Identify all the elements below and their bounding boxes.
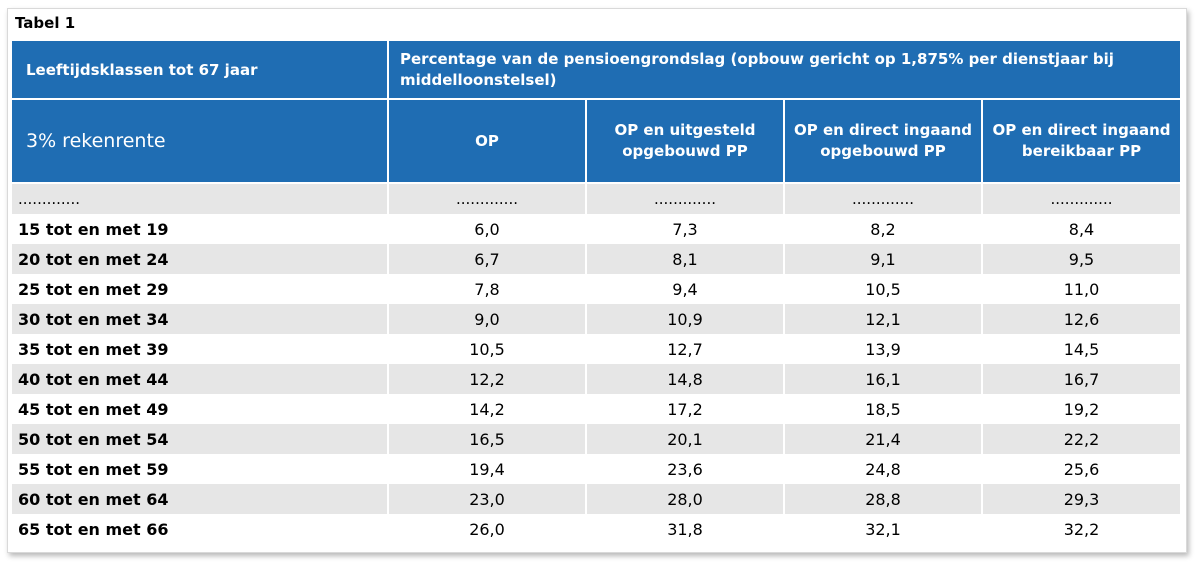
percentage-cell: 19,2 <box>1063 399 1100 419</box>
age-class-cell: 30 tot en met 34 <box>12 304 389 334</box>
percentage-cell: 6,7 <box>388 244 587 274</box>
ellipsis-cell: ............. <box>586 183 785 214</box>
age-class-cell: 65 tot en met 66 <box>12 514 389 544</box>
percentage-cell: 16,5 <box>388 424 587 454</box>
table-row: 20 tot en met 24 6,7 8,1 9,1 9,5 <box>12 244 1180 274</box>
percentage-cell: 32,2 <box>1063 519 1100 539</box>
age-class-cell: 45 tot en met 49 <box>12 394 389 424</box>
percentage-cell: 17,2 <box>586 394 785 424</box>
percentage-cell: 29,3 <box>982 484 1180 514</box>
percentage-cell: 13,9 <box>784 334 983 364</box>
age-class-cell: 55 tot en met 59 <box>12 454 389 484</box>
percentage-cell: 9,0 <box>388 304 587 334</box>
age-class-cell: 25 tot en met 29 <box>12 274 389 304</box>
table-row: 45 tot en met 49 14,2 17,2 18,5 19,2 <box>12 394 1180 424</box>
table-frame: Tabel 1 Leeftijdsklassen tot 67 jaar Per… <box>7 8 1187 553</box>
header-rekenrente: 3% rekenrente <box>12 99 389 184</box>
header-col-op-uitgesteld: OP en uitgesteld opgebouwd PP <box>585 99 785 184</box>
table-row: 55 tot en met 59 19,4 23,6 24,8 25,6 <box>12 454 1180 484</box>
percentage-cell: 23,6 <box>586 454 785 484</box>
percentage-cell: 16,1 <box>784 364 983 394</box>
percentage-cell: 8,1 <box>586 244 785 274</box>
pension-table: Leeftijdsklassen tot 67 jaar Percentage … <box>12 41 1180 544</box>
header-col-op-direct-bereikbaar: OP en direct ingaand bereikbaar PP <box>981 99 1180 184</box>
age-class-cell: 40 tot en met 44 <box>12 364 389 394</box>
percentage-cell: 10,5 <box>388 334 587 364</box>
percentage-cell: 10,9 <box>586 304 785 334</box>
percentage-cell: 8,2 <box>784 214 983 244</box>
percentage-cell: 26,0 <box>388 514 587 544</box>
percentage-cell: 8,4 <box>1068 219 1095 239</box>
percentage-cell: 9,1 <box>784 244 983 274</box>
table-row: 25 tot en met 29 7,8 9,4 10,5 11,0 <box>12 274 1180 304</box>
percentage-cell: 25,6 <box>1063 459 1100 479</box>
percentage-cell: 12,6 <box>982 304 1180 334</box>
percentage-cell: 14,5 <box>1063 339 1100 359</box>
percentage-cell: 6,0 <box>388 214 587 244</box>
table-row: 40 tot en met 44 12,2 14,8 16,1 16,7 <box>12 364 1180 394</box>
percentage-cell: 32,1 <box>784 514 983 544</box>
percentage-cell: 12,1 <box>784 304 983 334</box>
table-row: 60 tot en met 64 23,0 28,0 28,8 29,3 <box>12 484 1180 514</box>
header-age-classes: Leeftijdsklassen tot 67 jaar <box>12 41 389 100</box>
table-title: Tabel 1 <box>15 14 76 32</box>
percentage-cell: 11,0 <box>1063 279 1100 299</box>
percentage-cell: 28,0 <box>586 484 785 514</box>
percentage-cell: 16,7 <box>982 364 1180 394</box>
table-row: 35 tot en met 39 10,5 12,7 13,9 14,5 <box>12 334 1180 364</box>
table-row: 15 tot en met 19 6,0 7,3 8,2 8,4 <box>12 214 1180 244</box>
percentage-cell: 14,2 <box>388 394 587 424</box>
table-row: 65 tot en met 66 26,0 31,8 32,1 32,2 <box>12 514 1180 544</box>
table-row: 50 tot en met 54 16,5 20,1 21,4 22,2 <box>12 424 1180 454</box>
percentage-cell: 21,4 <box>784 424 983 454</box>
header-percentage-span: Percentage van de pensioengrondslag (opb… <box>387 41 1180 100</box>
age-class-cell: 60 tot en met 64 <box>12 484 389 514</box>
header-row-top: Leeftijdsklassen tot 67 jaar Percentage … <box>12 41 1180 100</box>
percentage-cell: 14,8 <box>586 364 785 394</box>
percentage-cell: 9,4 <box>586 274 785 304</box>
ellipsis-cell: ............. <box>12 183 389 214</box>
percentage-cell: 24,8 <box>784 454 983 484</box>
percentage-cell: 31,8 <box>586 514 785 544</box>
header-row-sub: 3% rekenrente OP OP en uitgesteld opgebo… <box>12 99 1180 184</box>
percentage-cell: 20,1 <box>586 424 785 454</box>
age-class-cell: 20 tot en met 24 <box>12 244 389 274</box>
percentage-cell: 7,8 <box>388 274 587 304</box>
percentage-cell: 9,5 <box>982 244 1180 274</box>
percentage-cell: 12,7 <box>586 334 785 364</box>
age-class-cell: 35 tot en met 39 <box>12 334 389 364</box>
percentage-cell: 10,5 <box>784 274 983 304</box>
percentage-cell: 22,2 <box>982 424 1180 454</box>
header-col-op-direct-opgebouwd: OP en direct ingaand opgebouwd PP <box>783 99 983 184</box>
percentage-cell: 28,8 <box>784 484 983 514</box>
percentage-cell: 7,3 <box>586 214 785 244</box>
table-row: 30 tot en met 34 9,0 10,9 12,1 12,6 <box>12 304 1180 334</box>
percentage-cell: 18,5 <box>784 394 983 424</box>
percentage-cell: 12,2 <box>388 364 587 394</box>
ellipsis-cell: ............. <box>784 183 983 214</box>
header-col-op: OP <box>387 99 587 184</box>
percentage-cell: 23,0 <box>388 484 587 514</box>
percentage-cell: 19,4 <box>388 454 587 484</box>
age-class-cell: 15 tot en met 19 <box>12 214 389 244</box>
ellipsis-cell: ............. <box>982 183 1180 214</box>
ellipsis-cell: ............. <box>388 183 587 214</box>
ellipsis-row: ............. ............. ............… <box>12 183 1180 214</box>
age-class-cell: 50 tot en met 54 <box>12 424 389 454</box>
